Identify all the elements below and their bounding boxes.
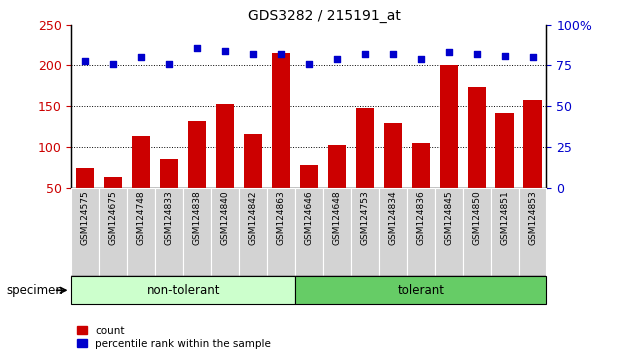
Bar xyxy=(76,168,94,228)
Text: GSM124836: GSM124836 xyxy=(416,190,425,245)
Text: GSM124646: GSM124646 xyxy=(304,190,314,245)
Bar xyxy=(524,100,542,228)
Bar xyxy=(104,177,122,228)
Bar xyxy=(127,188,155,276)
Bar xyxy=(463,188,491,276)
Point xyxy=(220,48,230,54)
Bar xyxy=(244,134,262,228)
Bar xyxy=(239,188,267,276)
Bar xyxy=(323,188,351,276)
Bar xyxy=(384,123,402,228)
Bar xyxy=(356,108,374,228)
Point xyxy=(248,51,258,57)
Text: GSM124842: GSM124842 xyxy=(248,190,258,245)
Bar xyxy=(328,145,346,228)
Bar xyxy=(468,87,486,228)
Bar xyxy=(160,159,178,228)
Text: GSM124575: GSM124575 xyxy=(81,190,90,245)
Bar xyxy=(71,276,295,304)
Point xyxy=(528,55,538,60)
Text: GSM124833: GSM124833 xyxy=(165,190,174,245)
Bar xyxy=(440,65,458,228)
Bar xyxy=(216,104,234,228)
Point xyxy=(499,53,509,58)
Bar xyxy=(295,276,546,304)
Point xyxy=(276,51,286,57)
Bar xyxy=(491,188,519,276)
Bar xyxy=(132,136,150,228)
Text: non-tolerant: non-tolerant xyxy=(147,284,220,297)
Point xyxy=(81,58,91,63)
Bar xyxy=(272,53,290,228)
Bar xyxy=(435,188,463,276)
Text: GSM124834: GSM124834 xyxy=(388,190,397,245)
Point xyxy=(193,45,202,50)
Bar xyxy=(519,188,546,276)
Bar xyxy=(407,188,435,276)
Bar xyxy=(211,188,239,276)
Text: GSM124753: GSM124753 xyxy=(360,190,369,245)
Text: GSM124851: GSM124851 xyxy=(500,190,509,245)
Text: GDS3282 / 215191_at: GDS3282 / 215191_at xyxy=(248,9,401,23)
Text: GSM124853: GSM124853 xyxy=(528,190,537,245)
Point xyxy=(332,56,342,62)
Text: GSM124840: GSM124840 xyxy=(220,190,230,245)
Text: GSM124838: GSM124838 xyxy=(193,190,202,245)
Point xyxy=(109,61,119,67)
Bar xyxy=(183,188,211,276)
Bar xyxy=(300,165,318,228)
Point xyxy=(443,50,453,55)
Point xyxy=(388,51,397,57)
Bar xyxy=(71,188,99,276)
Bar xyxy=(412,143,430,228)
Bar xyxy=(99,188,127,276)
Bar xyxy=(155,188,183,276)
Bar xyxy=(351,188,379,276)
Text: GSM124648: GSM124648 xyxy=(332,190,342,245)
Text: GSM124845: GSM124845 xyxy=(444,190,453,245)
Point xyxy=(304,61,314,67)
Text: GSM124748: GSM124748 xyxy=(137,190,146,245)
Bar xyxy=(496,113,514,228)
Bar xyxy=(295,188,323,276)
Bar xyxy=(379,188,407,276)
Point xyxy=(416,56,426,62)
Point xyxy=(164,61,174,67)
Point xyxy=(137,55,147,60)
Bar xyxy=(188,121,206,228)
Point xyxy=(472,51,482,57)
Text: specimen: specimen xyxy=(6,284,63,297)
Text: GSM124850: GSM124850 xyxy=(472,190,481,245)
Text: GSM124863: GSM124863 xyxy=(276,190,286,245)
Text: GSM124675: GSM124675 xyxy=(109,190,118,245)
Legend: count, percentile rank within the sample: count, percentile rank within the sample xyxy=(76,326,271,349)
Bar xyxy=(267,188,295,276)
Text: tolerant: tolerant xyxy=(397,284,444,297)
Point xyxy=(360,51,369,57)
